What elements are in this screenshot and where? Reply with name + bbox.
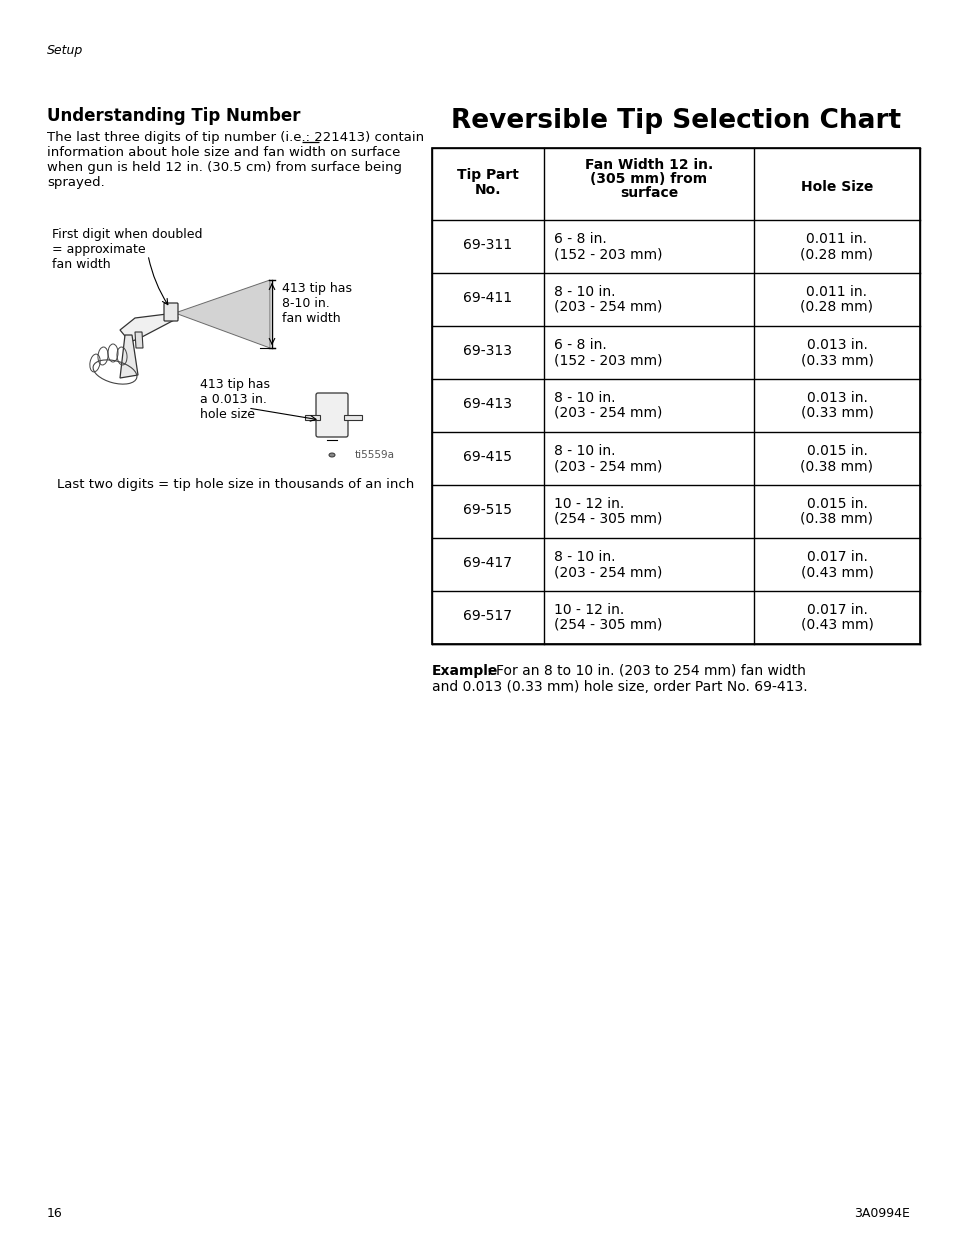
Text: The last three digits of tip number (i.e.: 221413) contain: The last three digits of tip number (i.e… (47, 131, 424, 144)
Polygon shape (174, 280, 270, 348)
Text: and 0.013 (0.33 mm) hole size, order Part No. 69-413.: and 0.013 (0.33 mm) hole size, order Par… (432, 680, 807, 694)
Polygon shape (305, 415, 319, 420)
Polygon shape (135, 332, 143, 348)
Ellipse shape (329, 453, 335, 457)
Text: 6 - 8 in.: 6 - 8 in. (554, 232, 606, 246)
Text: (0.38 mm): (0.38 mm) (800, 513, 873, 526)
Text: No.: No. (475, 183, 500, 198)
Text: (254 - 305 mm): (254 - 305 mm) (554, 513, 661, 526)
Text: 8 - 10 in.: 8 - 10 in. (554, 285, 615, 299)
Text: First digit when doubled: First digit when doubled (52, 228, 202, 241)
Text: (305 mm) from: (305 mm) from (590, 172, 707, 186)
Text: Tip Part: Tip Part (456, 168, 518, 182)
Text: Example: Example (432, 664, 497, 678)
Polygon shape (120, 335, 138, 378)
Text: 69-411: 69-411 (463, 291, 512, 305)
Text: Fan Width 12 in.: Fan Width 12 in. (584, 158, 713, 172)
FancyBboxPatch shape (164, 303, 178, 321)
Bar (432, 148, 919, 643)
Text: 0.013 in.: 0.013 in. (805, 391, 866, 405)
Text: 69-515: 69-515 (463, 503, 512, 517)
Text: 0.015 in.: 0.015 in. (805, 496, 866, 511)
Text: fan width: fan width (52, 258, 111, 270)
Text: 0.011 in.: 0.011 in. (805, 232, 866, 246)
Text: hole size: hole size (200, 408, 254, 421)
Text: a 0.013 in.: a 0.013 in. (200, 393, 267, 406)
Text: 0.017 in.: 0.017 in. (805, 603, 866, 618)
Text: 0.013 in.: 0.013 in. (805, 338, 866, 352)
Text: (203 - 254 mm): (203 - 254 mm) (554, 564, 661, 579)
Text: (203 - 254 mm): (203 - 254 mm) (554, 406, 661, 420)
Text: (0.38 mm): (0.38 mm) (800, 459, 873, 473)
Text: (0.28 mm): (0.28 mm) (800, 247, 873, 261)
Text: 69-311: 69-311 (463, 238, 512, 252)
Text: (0.43 mm): (0.43 mm) (800, 564, 873, 579)
Text: when gun is held 12 in. (30.5 cm) from surface being: when gun is held 12 in. (30.5 cm) from s… (47, 161, 401, 174)
Text: 3A0994E: 3A0994E (853, 1207, 909, 1220)
Text: sprayed.: sprayed. (47, 177, 105, 189)
Text: (0.33 mm): (0.33 mm) (800, 406, 873, 420)
Text: 69-417: 69-417 (463, 556, 512, 571)
Text: Last two digits = tip hole size in thousands of an inch: Last two digits = tip hole size in thous… (57, 478, 414, 492)
Text: 0.015 in.: 0.015 in. (805, 445, 866, 458)
Text: 6 - 8 in.: 6 - 8 in. (554, 338, 606, 352)
Text: (0.43 mm): (0.43 mm) (800, 618, 873, 632)
Text: 8-10 in.: 8-10 in. (282, 296, 330, 310)
Text: Reversible Tip Selection Chart: Reversible Tip Selection Chart (451, 107, 901, 135)
Text: 10 - 12 in.: 10 - 12 in. (554, 603, 623, 618)
Polygon shape (344, 415, 361, 420)
Text: (203 - 254 mm): (203 - 254 mm) (554, 300, 661, 314)
Text: (0.28 mm): (0.28 mm) (800, 300, 873, 314)
Text: fan width: fan width (282, 312, 340, 325)
Text: 8 - 10 in.: 8 - 10 in. (554, 550, 615, 564)
Text: information about hole size and fan width on surface: information about hole size and fan widt… (47, 146, 400, 159)
Text: 69-517: 69-517 (463, 609, 512, 622)
Text: 0.017 in.: 0.017 in. (805, 550, 866, 564)
Text: 413 tip has: 413 tip has (282, 282, 352, 295)
Text: Setup: Setup (47, 44, 83, 57)
Text: ti5559a: ti5559a (355, 450, 395, 459)
FancyBboxPatch shape (315, 393, 348, 437)
Text: 69-413: 69-413 (463, 396, 512, 411)
Text: (152 - 203 mm): (152 - 203 mm) (554, 247, 661, 261)
Text: 10 - 12 in.: 10 - 12 in. (554, 496, 623, 511)
Text: = approximate: = approximate (52, 243, 146, 256)
Text: Hole Size: Hole Size (800, 180, 872, 194)
Text: (254 - 305 mm): (254 - 305 mm) (554, 618, 661, 632)
Text: 0.011 in.: 0.011 in. (805, 285, 866, 299)
Text: 8 - 10 in.: 8 - 10 in. (554, 391, 615, 405)
Text: (203 - 254 mm): (203 - 254 mm) (554, 459, 661, 473)
Text: 8 - 10 in.: 8 - 10 in. (554, 445, 615, 458)
Text: 413 tip has: 413 tip has (200, 378, 270, 391)
Text: 69-313: 69-313 (463, 345, 512, 358)
Polygon shape (120, 312, 178, 342)
Text: (152 - 203 mm): (152 - 203 mm) (554, 353, 661, 367)
Text: : For an 8 to 10 in. (203 to 254 mm) fan width: : For an 8 to 10 in. (203 to 254 mm) fan… (486, 664, 805, 678)
Text: Understanding Tip Number: Understanding Tip Number (47, 107, 300, 125)
Text: surface: surface (619, 186, 678, 200)
Text: 16: 16 (47, 1207, 63, 1220)
Text: 69-415: 69-415 (463, 450, 512, 464)
Text: (0.33 mm): (0.33 mm) (800, 353, 873, 367)
